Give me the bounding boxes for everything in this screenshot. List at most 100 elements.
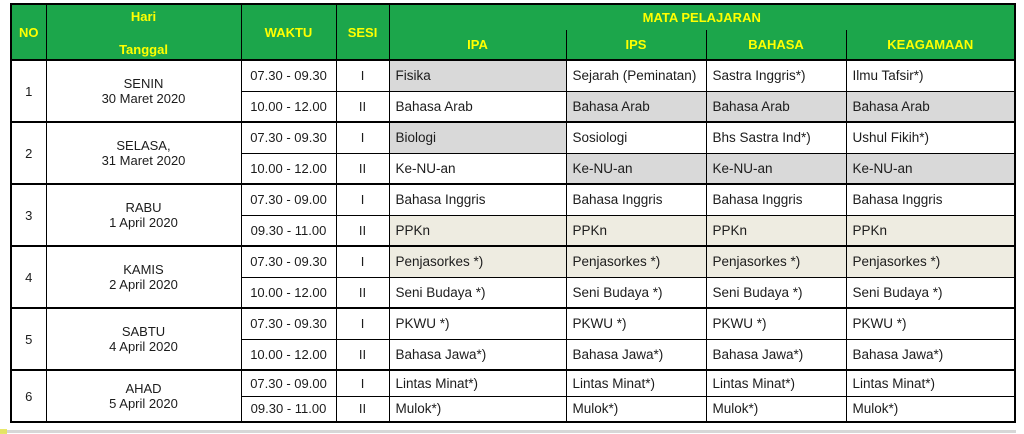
session-cell: I xyxy=(335,307,390,340)
header-waktu: WAKTU xyxy=(240,3,337,61)
day-date-cell: SELASA, 31 Maret 2020 xyxy=(45,121,242,185)
subject-cell-bahasa: Ke-NU-an xyxy=(705,152,847,185)
session-cell: II xyxy=(335,276,390,309)
schedule-row: 4 KAMIS 2 April 2020 07.30 - 09.30 I Penjasor… xyxy=(10,245,1016,309)
subject-cell-keagamaan: Lintas Minat*) xyxy=(845,369,1016,397)
schedule-row: 6 AHAD 5 April 2020 07.30 - 09.00 I Lintas Mi… xyxy=(10,369,1016,423)
subject-cell-ipa: Mulok*) xyxy=(388,395,567,423)
exam-schedule-table-wrap: NO Hari Tanggal WAKTU SESI MATA PELAJARA… xyxy=(10,3,1016,423)
header-mata-pelajaran: MATA PELAJARAN xyxy=(388,3,1016,30)
day-name: AHAD xyxy=(125,381,162,396)
subject-cell-ips: Bahasa Jawa*) xyxy=(565,338,707,371)
subject-cell-bahasa: Mulok*) xyxy=(705,395,847,423)
day-date-cell: SENIN 30 Maret 2020 xyxy=(45,59,242,123)
schedule-row: 5 SABTU 4 April 2020 07.30 - 09.30 I PKWU *) P… xyxy=(10,307,1016,371)
session-cell: I xyxy=(335,183,390,216)
bottom-edge-artifact xyxy=(0,430,1016,433)
subject-cell-ips: Ke-NU-an xyxy=(565,152,707,185)
schedule-row: 10.00 - 12.00 II Bahasa Arab Bahasa Arab Bah… xyxy=(11,90,1016,123)
schedule-row: 10.00 - 12.00 II Seni Budaya *) Seni Budaya… xyxy=(11,276,1016,309)
subject-cell-bahasa: Sastra Inggris*) xyxy=(705,59,847,92)
date-value: 1 April 2020 xyxy=(109,215,178,230)
subject-cell-ips: PKWU *) xyxy=(565,307,707,340)
subject-cell-ips: Seni Budaya *) xyxy=(565,276,707,309)
row-number-cell: 5 xyxy=(10,307,47,371)
subject-cell-ipa: Seni Budaya *) xyxy=(388,276,567,309)
subject-cell-ips: Sejarah (Peminatan) xyxy=(565,59,707,92)
day-date-cell: KAMIS 2 April 2020 xyxy=(45,245,242,309)
subject-cell-ipa: Lintas Minat*) xyxy=(388,369,567,397)
subject-cell-keagamaan: Ushul Fikih*) xyxy=(845,121,1016,154)
time-cell: 07.30 - 09.00 xyxy=(240,369,337,397)
session-cell: I xyxy=(335,59,390,92)
subject-cell-ipa: PPKn xyxy=(388,214,567,247)
subject-cell-keagamaan: Ke-NU-an xyxy=(845,152,1016,185)
time-cell: 10.00 - 12.00 xyxy=(240,276,337,309)
date-value: 2 April 2020 xyxy=(109,277,178,292)
subject-cell-keagamaan: Mulok*) xyxy=(845,395,1016,423)
row-number-cell: 1 xyxy=(10,59,47,123)
row-number-cell: 2 xyxy=(10,121,47,185)
subject-cell-ipa: Ke-NU-an xyxy=(388,152,567,185)
day-name: SABTU xyxy=(121,324,166,339)
session-cell: II xyxy=(335,214,390,247)
subject-cell-bahasa: PPKn xyxy=(705,214,847,247)
date-value: 30 Maret 2020 xyxy=(101,91,186,106)
day-name: SELASA, xyxy=(116,138,171,153)
time-cell: 07.30 - 09.00 xyxy=(240,183,337,216)
session-cell: II xyxy=(335,90,390,123)
time-cell: 10.00 - 12.00 xyxy=(240,338,337,371)
schedule-row: 2 SELASA, 31 Maret 2020 07.30 - 09.30 I Biolo… xyxy=(10,121,1016,185)
day-name: KAMIS xyxy=(123,262,164,277)
time-cell: 10.00 - 12.00 xyxy=(240,152,337,185)
day-date-cell: AHAD 5 April 2020 xyxy=(45,369,242,423)
subject-cell-ipa: Biologi xyxy=(388,121,567,154)
time-cell: 07.30 - 09.30 xyxy=(240,121,337,154)
day-date-cell: RABU 1 April 2020 xyxy=(45,183,242,247)
subject-cell-ips: Sosiologi xyxy=(565,121,707,154)
subject-cell-keagamaan: Bahasa Arab xyxy=(845,90,1016,123)
header-stream-bahasa: BAHASA xyxy=(705,30,847,61)
row-number-cell: 4 xyxy=(10,245,47,309)
subject-cell-ips: Bahasa Inggris xyxy=(565,183,707,216)
subject-cell-ips: PPKn xyxy=(565,214,707,247)
schedule-row: 10.00 - 12.00 II Ke-NU-an Ke-NU-an Ke-NU-an K… xyxy=(11,152,1016,185)
subject-cell-bahasa: Bahasa Arab xyxy=(705,90,847,123)
time-cell: 09.30 - 11.00 xyxy=(240,214,337,247)
table-header: NO Hari Tanggal WAKTU SESI MATA PELAJARA… xyxy=(10,3,1016,61)
subject-cell-ips: Mulok*) xyxy=(565,395,707,423)
date-value: 31 Maret 2020 xyxy=(101,153,186,168)
subject-cell-bahasa: Bahasa Jawa*) xyxy=(705,338,847,371)
date-value: 4 April 2020 xyxy=(109,339,178,354)
subject-cell-bahasa: Lintas Minat*) xyxy=(705,369,847,397)
header-hari-tanggal: Hari Tanggal xyxy=(45,3,242,61)
subject-cell-keagamaan: Bahasa Jawa*) xyxy=(845,338,1016,371)
time-cell: 07.30 - 09.30 xyxy=(240,59,337,92)
subject-cell-keagamaan: PKWU *) xyxy=(845,307,1016,340)
session-cell: II xyxy=(335,152,390,185)
row-number-cell: 3 xyxy=(10,183,47,247)
subject-cell-keagamaan: Seni Budaya *) xyxy=(845,276,1016,309)
subject-cell-keagamaan: Ilmu Tafsir*) xyxy=(845,59,1016,92)
subject-cell-ips: Lintas Minat*) xyxy=(565,369,707,397)
time-cell: 09.30 - 11.00 xyxy=(240,395,337,423)
session-cell: II xyxy=(335,395,390,423)
subject-cell-bahasa: Bhs Sastra Ind*) xyxy=(705,121,847,154)
date-value: 5 April 2020 xyxy=(109,396,178,411)
schedule-row: 09.30 - 11.00 II Mulok*) Mulok*) Mulok*) Mulo… xyxy=(11,395,1016,423)
subject-cell-ipa: PKWU *) xyxy=(388,307,567,340)
session-cell: I xyxy=(335,245,390,278)
subject-cell-keagamaan: Penjasorkes *) xyxy=(845,245,1016,278)
subject-cell-ips: Penjasorkes *) xyxy=(565,245,707,278)
session-cell: I xyxy=(335,369,390,397)
subject-cell-bahasa: Seni Budaya *) xyxy=(705,276,847,309)
header-hari-label: Hari xyxy=(130,9,157,24)
schedule-row: 10.00 - 12.00 II Bahasa Jawa*) Bahasa Jawa*… xyxy=(11,338,1016,371)
header-stream-ips: IPS xyxy=(565,30,707,61)
subject-cell-keagamaan: PPKn xyxy=(845,214,1016,247)
day-name: RABU xyxy=(125,200,162,215)
subject-cell-bahasa: Penjasorkes *) xyxy=(705,245,847,278)
subject-cell-ipa: Bahasa Arab xyxy=(388,90,567,123)
subject-cell-bahasa: PKWU *) xyxy=(705,307,847,340)
time-cell: 10.00 - 12.00 xyxy=(240,90,337,123)
